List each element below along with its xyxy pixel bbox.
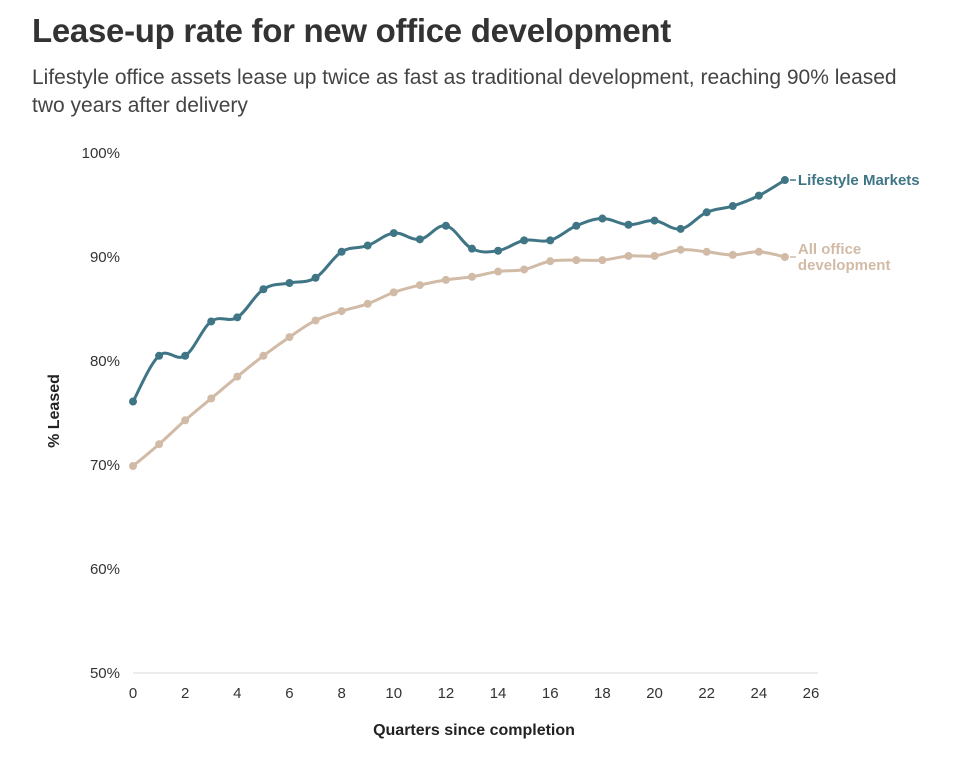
x-tick-label: 18 [594, 685, 611, 702]
y-axis-title: % Leased [46, 374, 63, 448]
data-point [546, 257, 555, 266]
data-point [676, 245, 685, 254]
data-point [468, 244, 476, 253]
chart-subtitle: Lifestyle office assets lease up twice a… [32, 66, 897, 117]
y-tick-label: 60% [90, 561, 120, 578]
y-tick-label: 100% [82, 145, 120, 162]
data-point [572, 256, 581, 265]
data-point [129, 397, 137, 406]
data-point [520, 265, 529, 274]
x-tick-label: 10 [385, 685, 402, 702]
data-point [441, 221, 450, 230]
x-tick-label: 26 [803, 685, 820, 702]
series-line [131, 178, 787, 404]
data-point [754, 247, 763, 256]
x-tick-label: 8 [337, 685, 345, 702]
data-point [363, 241, 372, 250]
y-tick-label: 70% [90, 457, 120, 474]
data-point [285, 333, 294, 342]
series-line [131, 248, 787, 468]
data-point [259, 285, 268, 294]
data-point [129, 462, 137, 471]
series-0: Lifestyle Markets [129, 172, 920, 406]
data-point [624, 220, 633, 229]
data-point [233, 313, 242, 322]
data-point [311, 316, 320, 325]
data-point [728, 250, 737, 259]
y-tick-label: 80% [90, 353, 120, 370]
data-point [311, 273, 320, 282]
data-point [415, 235, 424, 244]
data-point [520, 236, 529, 245]
data-point [624, 251, 633, 260]
x-tick-label: 14 [490, 685, 507, 702]
data-point [363, 299, 372, 308]
data-point [598, 214, 607, 223]
data-point [598, 256, 607, 265]
data-point [650, 216, 659, 225]
data-point [207, 394, 216, 403]
data-point [285, 279, 294, 287]
data-point [728, 202, 737, 211]
x-tick-label: 12 [438, 685, 455, 702]
x-axis-title: Quarters since completion [373, 722, 575, 739]
x-tick-label: 0 [129, 685, 137, 702]
data-point [337, 307, 346, 316]
x-tick-label: 4 [233, 685, 241, 702]
data-point [754, 191, 763, 200]
data-point [441, 275, 450, 284]
data-point [572, 221, 581, 230]
series-label: development [798, 257, 891, 274]
x-tick-label: 16 [542, 685, 559, 702]
data-point [546, 236, 555, 245]
data-point [181, 416, 190, 425]
data-point [259, 351, 268, 360]
data-point [780, 176, 789, 185]
series-label: Lifestyle Markets [798, 172, 920, 189]
x-tick-label: 20 [646, 685, 663, 702]
data-point [650, 251, 659, 260]
data-point [337, 247, 346, 256]
data-point [207, 317, 216, 326]
chart-title: Lease-up rate for new office development [32, 12, 671, 49]
data-point [780, 253, 789, 261]
data-point [702, 208, 711, 217]
data-point [389, 229, 398, 238]
data-point [155, 440, 164, 449]
data-point [415, 281, 424, 290]
data-point [494, 246, 503, 255]
x-tick-label: 2 [181, 685, 189, 702]
data-point [702, 247, 711, 256]
data-point [676, 224, 685, 233]
x-axis: 0 2 4 6 8 10 12 14 16 18 20 22 24 26 [129, 672, 820, 702]
y-tick-label: 90% [90, 249, 120, 266]
x-tick-label: 24 [751, 685, 768, 702]
y-tick-label: 50% [90, 665, 120, 682]
x-tick-label: 22 [698, 685, 715, 702]
data-point [468, 272, 476, 281]
series-label: All office [798, 241, 861, 258]
data-point [155, 351, 164, 360]
data-point [181, 351, 190, 360]
data-point [233, 372, 242, 381]
data-point [494, 267, 503, 276]
data-point [389, 288, 398, 297]
x-tick-label: 6 [285, 685, 293, 702]
y-axis: 50% 60% 70% 80% 90% 100% [82, 145, 120, 682]
